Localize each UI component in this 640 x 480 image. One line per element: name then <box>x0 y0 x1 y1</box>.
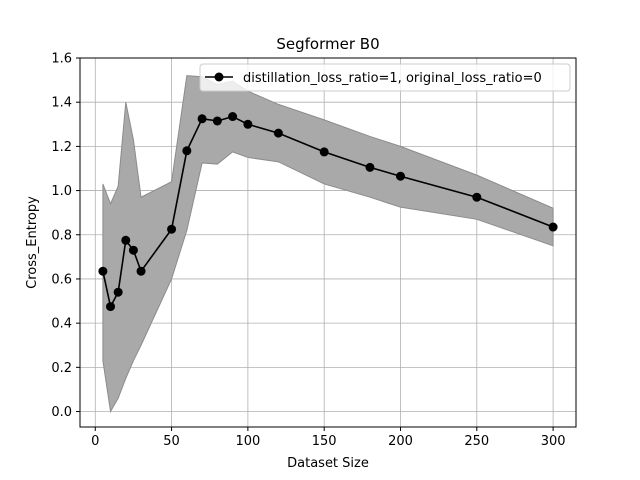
y-tick-label: 0.6 <box>51 272 72 287</box>
data-point <box>121 235 131 245</box>
data-point <box>98 266 108 276</box>
y-axis-title: Cross_Entropy <box>25 196 40 289</box>
series-line <box>102 115 554 309</box>
y-tick-label: 1.0 <box>51 184 72 199</box>
x-tick-label: 250 <box>464 434 489 449</box>
x-tick-label: 0 <box>91 434 99 449</box>
axis-ticks: 0 50 100 150 200 250 300 0.0 0.2 0.4 0.6 0.8 1.0 1.2 1… <box>51 52 565 450</box>
series-polyline <box>102 115 554 309</box>
data-point <box>472 192 482 202</box>
data-point <box>395 171 405 181</box>
legend-marker-swatch <box>214 72 224 82</box>
plot-frame <box>79 57 577 428</box>
x-tick-label: 100 <box>235 434 260 449</box>
legend: distillation_loss_ratio=1, original_loss… <box>199 63 571 92</box>
data-point <box>273 128 283 138</box>
data-point <box>128 245 138 255</box>
x-tick-label: 150 <box>312 434 337 449</box>
confidence-band-area <box>102 75 554 414</box>
x-tick-label: 200 <box>388 434 413 449</box>
legend-box <box>199 63 571 92</box>
data-point <box>113 287 123 297</box>
data-point <box>197 114 207 124</box>
data-point <box>212 116 222 126</box>
x-tick-label: 50 <box>163 434 180 449</box>
y-tick-label: 0.8 <box>51 228 72 243</box>
x-tick-label: 300 <box>541 434 566 449</box>
data-points <box>98 112 558 312</box>
data-point <box>365 162 375 172</box>
y-tick-label: 0.2 <box>51 361 72 376</box>
data-point <box>106 302 116 312</box>
y-tick-label: 1.6 <box>51 52 72 67</box>
data-point <box>228 112 238 122</box>
data-point <box>136 266 146 276</box>
y-tick-label: 0.4 <box>51 317 72 332</box>
data-point <box>548 222 558 232</box>
y-tick-label: 0.0 <box>51 405 72 420</box>
y-tick-label: 1.2 <box>51 140 72 155</box>
legend-entry-label: distillation_loss_ratio=1, original_loss… <box>243 71 542 86</box>
data-point <box>243 119 253 129</box>
chart-title: Segformer B0 <box>276 35 379 53</box>
y-tick-label: 1.4 <box>51 96 72 111</box>
confidence-band <box>102 75 554 414</box>
x-axis-title: Dataset Size <box>287 456 369 471</box>
data-point <box>167 224 177 234</box>
data-point <box>182 146 192 156</box>
data-point <box>319 147 329 157</box>
